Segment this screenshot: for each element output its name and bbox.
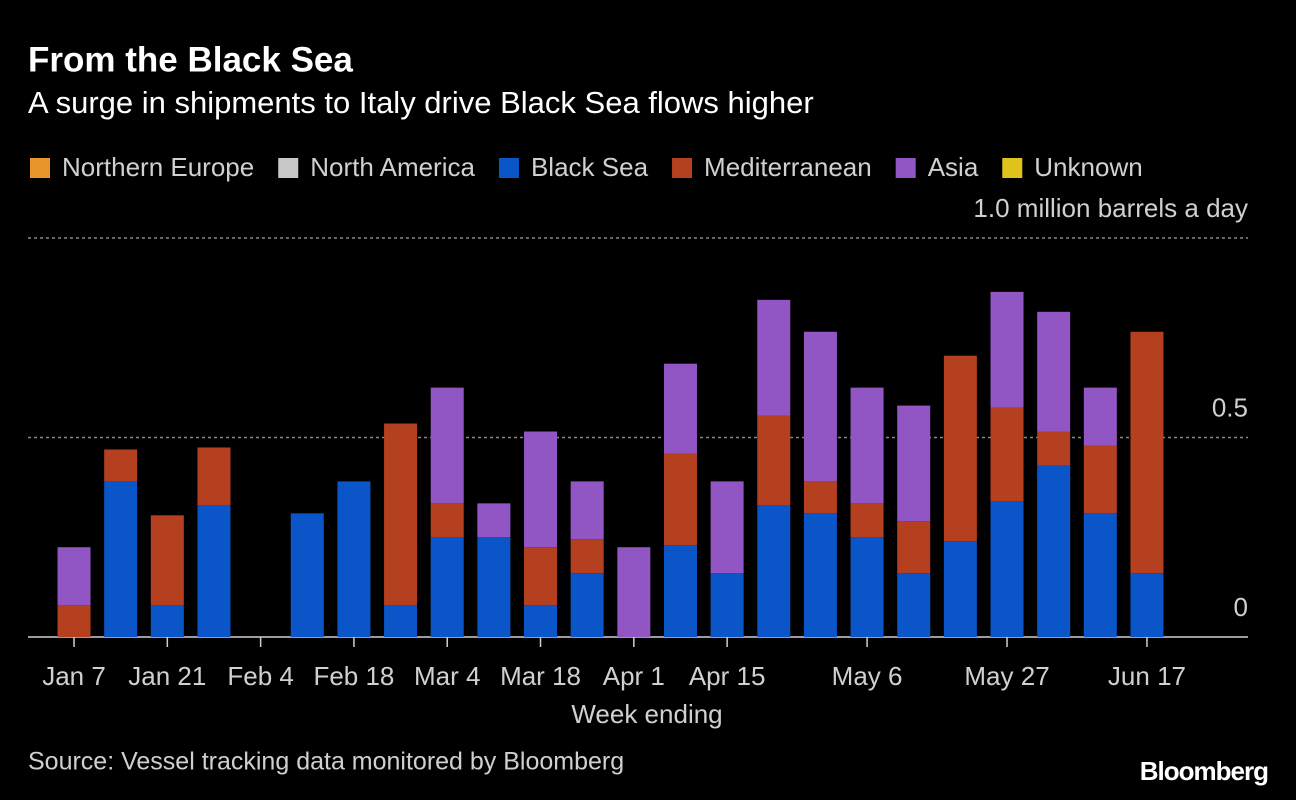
bar-segment xyxy=(104,449,138,482)
bar-segment xyxy=(850,387,884,504)
legend-swatch xyxy=(1002,158,1023,178)
legend-swatch xyxy=(895,158,916,178)
bar-segment xyxy=(150,515,184,606)
bar-segment xyxy=(1083,387,1117,446)
bar-segment xyxy=(663,545,697,637)
legend-label: Asia xyxy=(928,152,979,182)
bar-segment xyxy=(1083,445,1117,514)
legend-label: Unknown xyxy=(1034,152,1142,182)
y-tick-label: 1.0 million barrels a day xyxy=(973,193,1248,223)
legend-label: North America xyxy=(310,152,475,182)
x-tick-label: Apr 1 xyxy=(603,661,665,691)
bar-segment xyxy=(1130,331,1164,574)
bar-segment xyxy=(430,537,464,637)
bar-segment xyxy=(663,363,697,454)
bar-segment xyxy=(990,407,1024,502)
bar-segment xyxy=(663,453,697,546)
x-tick-label: Mar 18 xyxy=(500,661,581,691)
x-tick-label: May 27 xyxy=(964,661,1049,691)
bar-segment xyxy=(430,503,464,538)
chart-subtitle: A surge in shipments to Italy drive Blac… xyxy=(28,85,814,120)
bar-segment xyxy=(337,481,371,637)
bar-segment xyxy=(290,513,324,637)
legend-label: Northern Europe xyxy=(62,152,254,182)
x-axis-title: Week ending xyxy=(571,699,722,729)
bar-segment xyxy=(477,503,511,538)
source: Source: Vessel tracking data monitored b… xyxy=(28,748,624,776)
bar-segment xyxy=(570,573,604,637)
bar-segment xyxy=(897,521,931,574)
bar-segment xyxy=(477,537,511,637)
x-tick-label: Jan 21 xyxy=(128,661,206,691)
bar-segment xyxy=(803,331,837,482)
bar-segment xyxy=(710,481,744,574)
bar-segment xyxy=(990,501,1024,637)
bar-segment xyxy=(757,299,791,416)
bar-segment xyxy=(57,605,91,637)
bar-segment xyxy=(104,481,138,637)
x-tick-label: Jun 17 xyxy=(1108,661,1186,691)
bar-segment xyxy=(803,513,837,637)
bar-segment xyxy=(384,423,418,606)
bar-segment xyxy=(1083,513,1117,637)
bar-segment xyxy=(197,447,231,506)
bar-segment xyxy=(1130,573,1164,637)
bar-segment xyxy=(803,481,837,514)
bar-segment xyxy=(850,503,884,538)
bar-segment xyxy=(197,505,231,637)
y-tick-label: 0 xyxy=(1234,592,1248,622)
bar-segment xyxy=(57,547,91,606)
bar-segment xyxy=(943,541,977,637)
legend-swatch xyxy=(278,158,299,178)
bar-segment xyxy=(384,605,418,637)
bar-segment xyxy=(757,505,791,637)
bar-segment xyxy=(617,547,651,637)
bar-segment xyxy=(570,481,604,540)
bar-segment xyxy=(524,605,558,637)
brand: Bloomberg xyxy=(1140,756,1268,786)
legend-swatch xyxy=(498,158,519,178)
legend-swatch xyxy=(672,158,693,178)
legend-swatch xyxy=(30,158,50,178)
bar-segment xyxy=(150,605,184,637)
x-tick-label: Feb 4 xyxy=(227,661,294,691)
bar-segment xyxy=(524,547,558,606)
bar-segment xyxy=(570,539,604,574)
chart-title: From the Black Sea xyxy=(28,40,353,79)
bar-segment xyxy=(1037,431,1071,466)
legend-label: Black Sea xyxy=(531,152,649,182)
bar-segment xyxy=(1037,465,1071,637)
legend-label: Mediterranean xyxy=(704,152,872,182)
bar-segment xyxy=(430,387,464,504)
x-tick-label: Apr 15 xyxy=(689,661,766,691)
bar-segment xyxy=(757,415,791,506)
bar-segment xyxy=(850,537,884,637)
bar-segment xyxy=(943,355,977,542)
x-tick-label: Jan 7 xyxy=(42,661,106,691)
bar-segment xyxy=(1037,311,1071,432)
x-tick-label: Mar 4 xyxy=(414,661,480,691)
bar-segment xyxy=(524,431,558,548)
bar-segment xyxy=(710,573,744,637)
x-tick-label: May 6 xyxy=(832,661,903,691)
y-tick-label: 0.5 xyxy=(1212,392,1248,422)
x-tick-label: Feb 18 xyxy=(313,661,394,691)
bar-segment xyxy=(990,291,1024,408)
bar-segment xyxy=(897,573,931,637)
bar-segment xyxy=(897,405,931,522)
